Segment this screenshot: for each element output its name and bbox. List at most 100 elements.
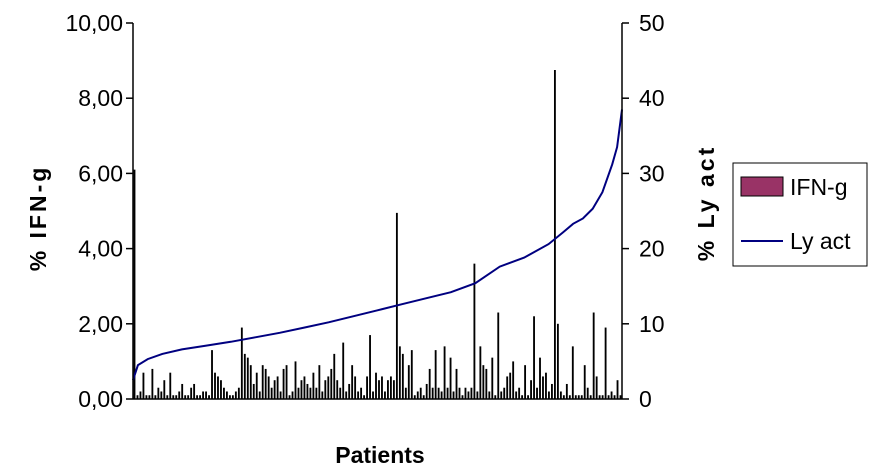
- ifn-g-bar: [574, 395, 577, 399]
- ifn-g-bar: [300, 380, 303, 399]
- ifn-g-bar: [315, 387, 318, 399]
- ifn-g-bar: [267, 376, 270, 399]
- ifn-g-bar: [279, 391, 282, 399]
- ifn-g-bar: [288, 395, 291, 399]
- ifn-g-bar: [464, 387, 467, 399]
- right-tick-label: 0: [639, 386, 652, 412]
- ifn-g-bar: [565, 383, 568, 399]
- ifn-g-bar: [190, 387, 193, 399]
- ifn-g-bar: [458, 387, 461, 399]
- ifn-g-bar: [178, 391, 181, 399]
- ifn-g-bar: [181, 383, 184, 399]
- left-tick-label: 4,00: [78, 236, 123, 262]
- right-axis-ticks: 0 10 20 30 40 50: [622, 10, 665, 412]
- ifn-g-bar: [413, 395, 416, 399]
- left-tick-label: 8,00: [78, 85, 123, 111]
- ifn-g-bar: [470, 387, 473, 399]
- ifn-g-bar: [571, 346, 574, 399]
- legend-swatch-ifn-g: [740, 176, 784, 197]
- ifn-g-bar: [208, 395, 210, 399]
- ifn-g-bar: [184, 395, 187, 399]
- ifn-g-bar: [226, 391, 228, 399]
- ifn-g-bar: [476, 391, 479, 399]
- ly-act-line: [132, 109, 623, 381]
- ifn-g-bar: [294, 361, 297, 399]
- ifn-g-bar: [479, 346, 482, 399]
- ifn-g-bar: [193, 383, 196, 399]
- ifn-g-bar: [303, 376, 306, 399]
- ifn-g-bar: [237, 387, 240, 399]
- ifn-g-bar: [151, 368, 154, 399]
- legend-label-ly-act: Ly act: [790, 228, 851, 254]
- right-tick-label: 40: [639, 85, 665, 111]
- ifn-g-bar: [419, 387, 422, 399]
- ifn-g-bar: [613, 395, 616, 399]
- ifn-g-bar: [407, 365, 410, 399]
- ifn-g-bar: [214, 372, 216, 399]
- ifn-g-bar: [261, 365, 264, 399]
- right-tick-label: 10: [639, 311, 665, 337]
- ifn-g-bar: [503, 387, 506, 399]
- ifn-g-bar: [306, 383, 309, 399]
- ifn-g-bar: [255, 372, 258, 399]
- ifn-g-bar: [372, 391, 374, 399]
- ifn-g-bar: [497, 312, 500, 399]
- ifn-g-bar: [437, 387, 440, 399]
- ifn-g-bar: [342, 342, 345, 399]
- ifn-g-bar: [485, 368, 488, 399]
- ifn-g-bar: [160, 391, 163, 399]
- right-tick-label: 20: [639, 236, 665, 262]
- ifn-g-bar: [586, 387, 589, 399]
- ifn-g-bar: [228, 395, 231, 399]
- ifn-g-bar: [601, 395, 604, 399]
- ifn-g-bar: [243, 353, 246, 399]
- ifn-g-bar: [527, 395, 529, 399]
- ifn-g-bar: [449, 357, 452, 399]
- ifn-g-bar: [154, 395, 157, 399]
- left-tick-label: 6,00: [78, 160, 123, 186]
- ifn-g-bar: [452, 391, 455, 399]
- ifn-g-bar: [231, 395, 234, 399]
- ifn-g-bar: [592, 312, 595, 399]
- ifn-g-bar: [139, 391, 142, 399]
- ifn-g-bar: [422, 395, 425, 399]
- ifn-g-bar: [321, 391, 324, 399]
- ifn-g-bar: [199, 395, 202, 399]
- ifn-g-bar: [312, 372, 315, 399]
- ifn-g-bar: [145, 395, 148, 399]
- ifn-g-bar: [491, 357, 494, 399]
- ifn-g-bar: [506, 376, 509, 399]
- ifn-g-bar: [196, 395, 199, 399]
- ifn-g-bar: [264, 368, 267, 399]
- ifn-g-bar: [291, 391, 294, 399]
- ifn-g-bar: [381, 376, 383, 399]
- ifn-g-bar: [524, 365, 527, 399]
- ifn-g-bar: [348, 383, 351, 399]
- ifn-g-bar: [610, 391, 613, 399]
- ifn-g-bar: [530, 380, 532, 399]
- ifn-g-bar: [217, 376, 219, 399]
- ifn-g-bar: [166, 395, 169, 399]
- ifn-g-bar: [553, 70, 556, 399]
- ifn-g-bar: [133, 169, 136, 399]
- ifn-g-bar: [375, 372, 377, 399]
- ifn-g-bar: [246, 357, 249, 399]
- ifn-g-bar: [357, 391, 360, 399]
- ifn-g-bar: [136, 395, 139, 399]
- ifn-g-bar: [434, 350, 437, 399]
- ifn-g-bar: [548, 391, 550, 399]
- ifn-g-bar: [142, 372, 145, 399]
- left-tick-label: 0,00: [78, 386, 123, 412]
- ifn-g-bar: [604, 327, 607, 399]
- ifn-g-bar: [366, 376, 368, 399]
- ifn-g-bar: [404, 387, 407, 399]
- ifn-g-bar: [318, 365, 321, 399]
- ifn-g-bar: [583, 365, 586, 399]
- ifn-g-bar: [270, 387, 273, 399]
- left-axis-ticks: 0,00 2,00 4,00 6,00 8,00 10,00: [65, 10, 133, 412]
- left-tick-label: 2,00: [78, 311, 123, 337]
- ifn-g-bar: [545, 372, 547, 399]
- ifn-g-bar: [354, 376, 357, 399]
- ifn-g-bar: [249, 365, 252, 399]
- ifn-g-bar: [333, 353, 336, 399]
